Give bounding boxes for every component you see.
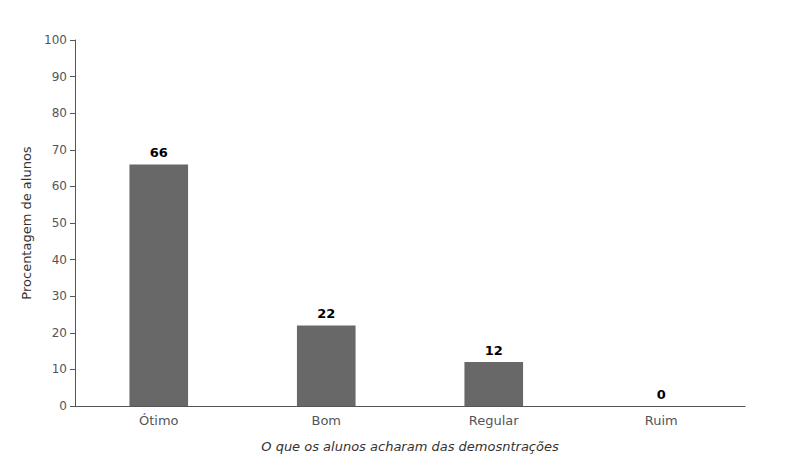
svg-text:Ótimo: Ótimo [139,413,179,428]
svg-text:Regular: Regular [469,413,520,428]
svg-text:80: 80 [52,106,67,120]
svg-text:12: 12 [485,343,503,358]
svg-text:20: 20 [52,326,67,340]
svg-text:40: 40 [52,253,67,267]
svg-text:50: 50 [52,216,67,230]
svg-text:Bom: Bom [311,413,341,428]
svg-text:0: 0 [59,399,67,413]
svg-text:90: 90 [52,70,67,84]
svg-text:60: 60 [52,179,67,193]
svg-text:10: 10 [52,362,67,376]
svg-text:70: 70 [52,143,67,157]
svg-text:O que os alunos acharam das de: O que os alunos acharam das demosntraçõe… [261,439,559,454]
svg-text:66: 66 [150,145,168,160]
svg-text:30: 30 [52,289,67,303]
svg-text:100: 100 [44,33,67,47]
svg-text:Procentagem de alunos: Procentagem de alunos [19,146,34,300]
svg-text:Ruim: Ruim [645,413,678,428]
svg-text:22: 22 [317,306,335,321]
svg-text:0: 0 [657,387,666,402]
